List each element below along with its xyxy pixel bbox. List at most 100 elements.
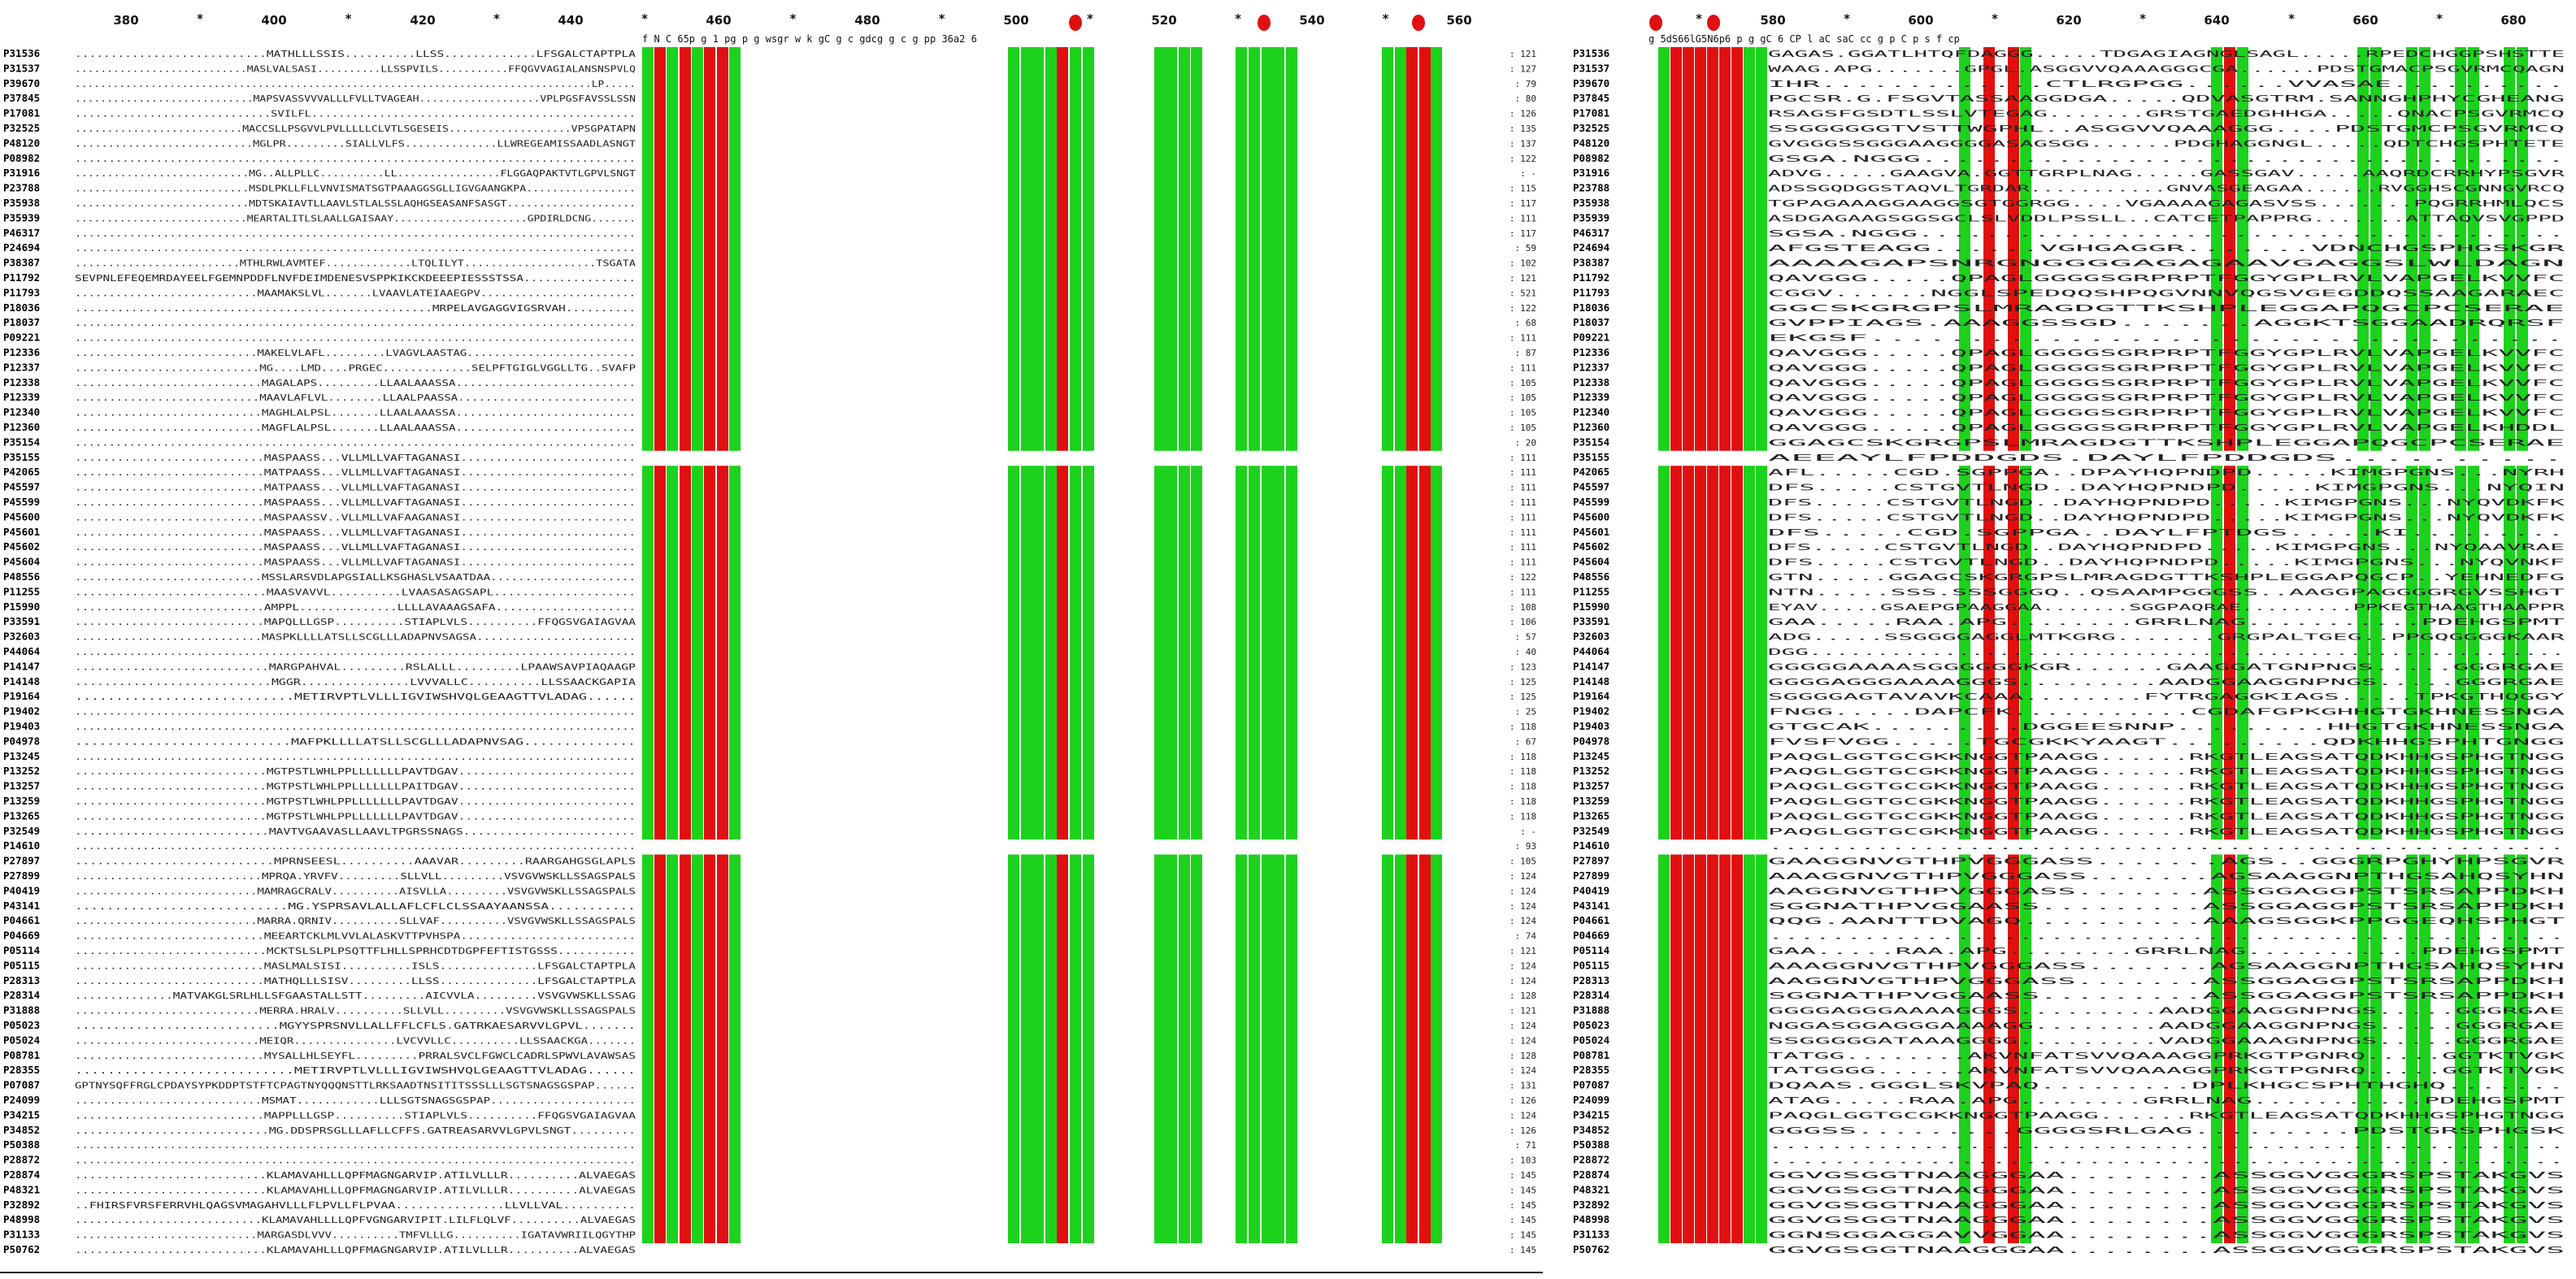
alignment-row: P13265 ...........................MGTPSTL… [3,809,1536,822]
residue-count: : 118 [1510,782,1536,792]
position-label: 660 [2352,13,2378,28]
conservation-block [1262,47,1273,451]
sequence-text: ...........................KLAMAVAHLLLQP… [75,1246,636,1255]
accession-label: P46317 [3,227,40,239]
sequence-text: ...........................MASPAASS...VL… [75,558,636,568]
ruler-tick: * [1087,11,1093,26]
alignment-row: P14148 GGGGAGGGAAAAGGGS.........AADGGAAGG… [1573,675,2565,687]
residue-count: : 145 [1510,1185,1536,1195]
sequence-text: GAA.....RAA.APG........GRRLNAG..........… [1768,947,2566,956]
accession-label: P14610 [1573,839,1609,852]
accession-label: P12336 [3,346,40,358]
sequence-text: FNGG.....DAPCFK...........CGDAFGPKGHHGTG… [1768,708,2566,718]
conservation-block [1395,854,1406,1243]
conservation-block [667,47,678,451]
ruler-tick: * [1992,11,1998,26]
accession-label: P37845 [1573,92,1609,104]
alignment-row: P31537 ...........................MASLVAL… [3,62,1536,74]
accession-label: P50388 [3,1138,40,1151]
position-label: 620 [2056,13,2081,28]
accession-label: P28872 [3,1154,40,1166]
sequence-text: ...........................MGTPSTLWHLPPL… [75,797,636,807]
accession-label: P09221 [3,332,40,344]
accession-label: P24694 [3,241,40,254]
alignment-row: P07087 DQAAS.GGGLSKVPAQ.........DPLKHGCSP… [1573,1079,2565,1091]
sequence-text: GGVGSGGTNAAGGGAA........ASSGGVGGGRSPSTAK… [1768,1216,2565,1225]
residue-count: : 124 [1510,901,1536,912]
alignment-row: P23788 ADSSGQDGGSTAQVLTGRDAR...........GN… [1573,182,2565,194]
residue-count: : 87 [1515,348,1537,358]
accession-label: P35938 [3,197,40,209]
residue-count: : 111 [1510,483,1536,493]
accession-label: P17081 [1573,107,1609,119]
residue-count: : 137 [1510,138,1536,149]
position-label: 540 [1299,13,1324,28]
conservation-block [1154,466,1166,840]
residue-count: : 111 [1510,512,1536,522]
position-label: 400 [261,13,286,28]
accession-label: P31888 [3,1004,40,1017]
conservation-block [1983,47,1995,451]
position-label: 500 [1003,13,1028,28]
residue-count: : 126 [1510,1125,1536,1136]
conservation-block [1262,466,1273,840]
accession-label: P32892 [1573,1199,1609,1211]
sequence-text: ...........................KLAMAVAHLLLQP… [75,1186,636,1195]
accession-label: P14610 [3,839,40,852]
accession-label: P38387 [3,257,40,269]
conservation-block [1707,466,1718,840]
site-marker [1707,15,1720,31]
sequence-text: ........................................… [75,229,636,239]
conservation-block [1744,466,1755,840]
sequence-text: ........................................… [75,334,636,344]
alignment-row: P14148 ...........................MGGR...… [3,675,1536,687]
sequence-text: RSAGSFGSDTLSSLVTEGAG.......GRSTGAEDGHHGA… [1768,110,2565,119]
alignment-row: P43141 ...........................MG.YSPR… [3,900,1536,912]
sequence-text: QAVGGG.....QPAGLGGGGSGRPRPTFGGYGPLRVLVAP… [1768,423,2565,433]
accession-label: P28874 [1573,1168,1609,1181]
conservation-block [1670,466,1682,840]
alignment-row: P13245 PAQGLGGTGCGKKNGGTPAAGG......RKGTLE… [1573,750,2565,762]
alignment-row: P11793 CGGV......NGGLSPEDQQSHPQGVNNVQGSVG… [1573,286,2565,298]
alignment-row: P12360 QAVGGG.....QPAGLGGGGSGRPRPTFGGYGPL… [1573,421,2565,433]
sequence-text: CGGV......NGGLSPEDQQSHPQGVNNVQGSVGEGDDQS… [1768,288,2565,298]
sequence-text: GGGSS.........GGGGSRLGAG.........PDSTGRS… [1768,1126,2566,1136]
alignment-row: P11255 ...........................MAASVAV… [3,585,1536,597]
alignment-row: P05114 ...........................MCKTSLS… [3,944,1536,956]
alignment-row: P32892 ..FHIRSFVRSFERRVHLQAGSVMAGAHVLLLFL… [3,1199,1536,1211]
accession-label: P13265 [1573,809,1609,822]
alignment-row: P14147 GGGGGAAAASGGGGGGKGR......GAAGGATGN… [1573,660,2565,672]
accession-label: P19164 [1573,690,1609,702]
accession-label: P31133 [3,1229,40,1241]
alignment-row: P13259 PAQGLGGTGCGKKNGGTPAAGG......RKGTLE… [1573,795,2565,807]
accession-label: P14147 [1573,660,1609,672]
conservation-block [1695,854,1706,1243]
conservation-block [1083,466,1094,840]
sequence-text: ...........................MSSLARSVDLAPG… [75,573,636,583]
conservation-block [2504,47,2515,451]
residue-count: : - [1520,826,1536,837]
sequence-text: AAAAGAPSNRGNGGGGAGAGAAVGAGGSLWLDAGN [1768,259,2565,269]
conservation-block [1179,47,1190,451]
sequence-text: PAQGLGGTGCGKKNGGTPAAGG......RKGTLEAGSATQ… [1768,1111,2565,1121]
accession-label: P48321 [1573,1183,1609,1195]
accession-label: P28313 [3,974,40,986]
accession-label: P24099 [1573,1094,1609,1106]
sequence-text: IHR.............CTLRGPGG......VVASAE....… [1768,80,2565,89]
sequence-text: GVPPIAGS.AAAGGSSGD.......AGGKTSGGAADRQRS… [1768,319,2565,328]
sequence-text: ...........................MPRQA.YRVFV..… [75,872,636,882]
conservation-block [1695,47,1706,451]
residue-count: : 125 [1510,692,1536,702]
left-site-markers [1069,15,1425,31]
alignment-row: P27899 AAAGGNVGTHPVGGGASS.......AGSAAGGNP… [1573,869,2565,882]
conservation-block [1382,466,1393,840]
conservation-block [1236,466,1247,840]
accession-label: P19403 [3,720,40,732]
conservation-block [1431,47,1442,451]
conservation-block [1719,854,1731,1243]
ruler-tick: * [1844,11,1850,26]
residue-count: : 111 [1510,453,1536,463]
accession-label: P45602 [3,540,40,553]
conservation-block [2468,47,2479,451]
residue-count: : 124 [1510,916,1536,926]
